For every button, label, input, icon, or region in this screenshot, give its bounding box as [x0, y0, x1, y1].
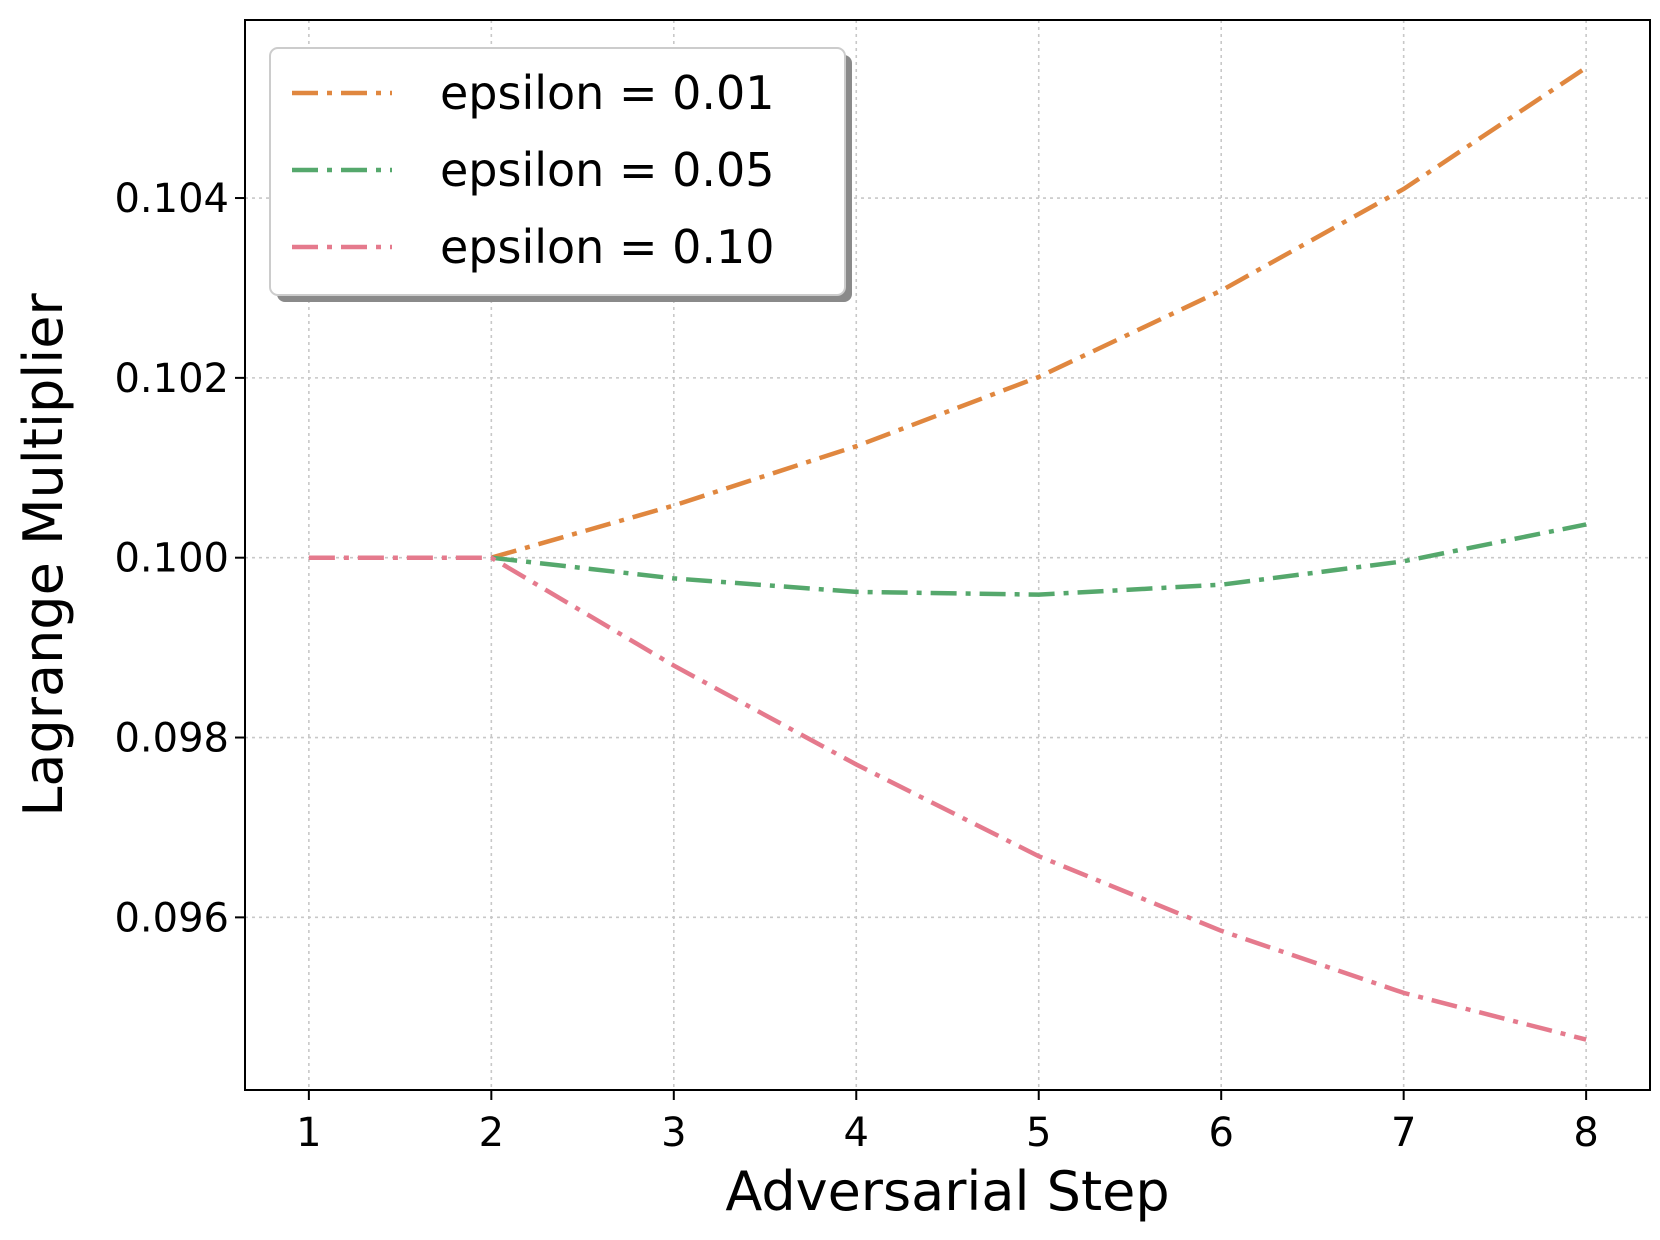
legend-box [269, 47, 846, 296]
x-tick-label: 8 [1573, 1110, 1598, 1156]
plot-frame [244, 19, 1651, 1091]
legend-label-1: epsilon = 0.01 [440, 66, 775, 120]
grid [245, 20, 1650, 1090]
x-tick-label: 5 [1026, 1110, 1051, 1156]
series-line-1 [490, 65, 1588, 560]
x-tick-label: 7 [1391, 1110, 1416, 1156]
series-layer [308, 65, 1588, 1042]
legend: epsilon = 0.01 epsilon = 0.05 epsilon = 0.… [269, 47, 852, 302]
y-axis-ticks: 0.096 0.098 0.100 0.102 0.104 [114, 176, 245, 941]
y-tick-label: 0.098 [114, 716, 229, 762]
y-tick-label: 0.096 [114, 895, 229, 941]
y-tick-label: 0.102 [114, 356, 229, 402]
x-tick-label: 1 [296, 1110, 321, 1156]
x-tick-label: 6 [1208, 1110, 1233, 1156]
x-axis-ticks: 1 2 3 4 5 6 7 8 [296, 1090, 1599, 1156]
series-line-2 [491, 522, 1587, 597]
y-tick-label: 0.104 [114, 176, 229, 222]
x-tick-label: 3 [661, 1110, 686, 1156]
x-axis-title: Adversarial Step [725, 1160, 1169, 1223]
series-line-3 [308, 555, 1587, 1042]
y-tick-label: 0.100 [114, 536, 229, 582]
x-tick-label: 2 [479, 1110, 504, 1156]
legend-label-3: epsilon = 0.10 [440, 220, 775, 274]
x-tick-label: 4 [844, 1110, 869, 1156]
y-axis-title: Lagrange Multiplier [12, 293, 75, 817]
legend-label-2: epsilon = 0.05 [440, 143, 775, 197]
